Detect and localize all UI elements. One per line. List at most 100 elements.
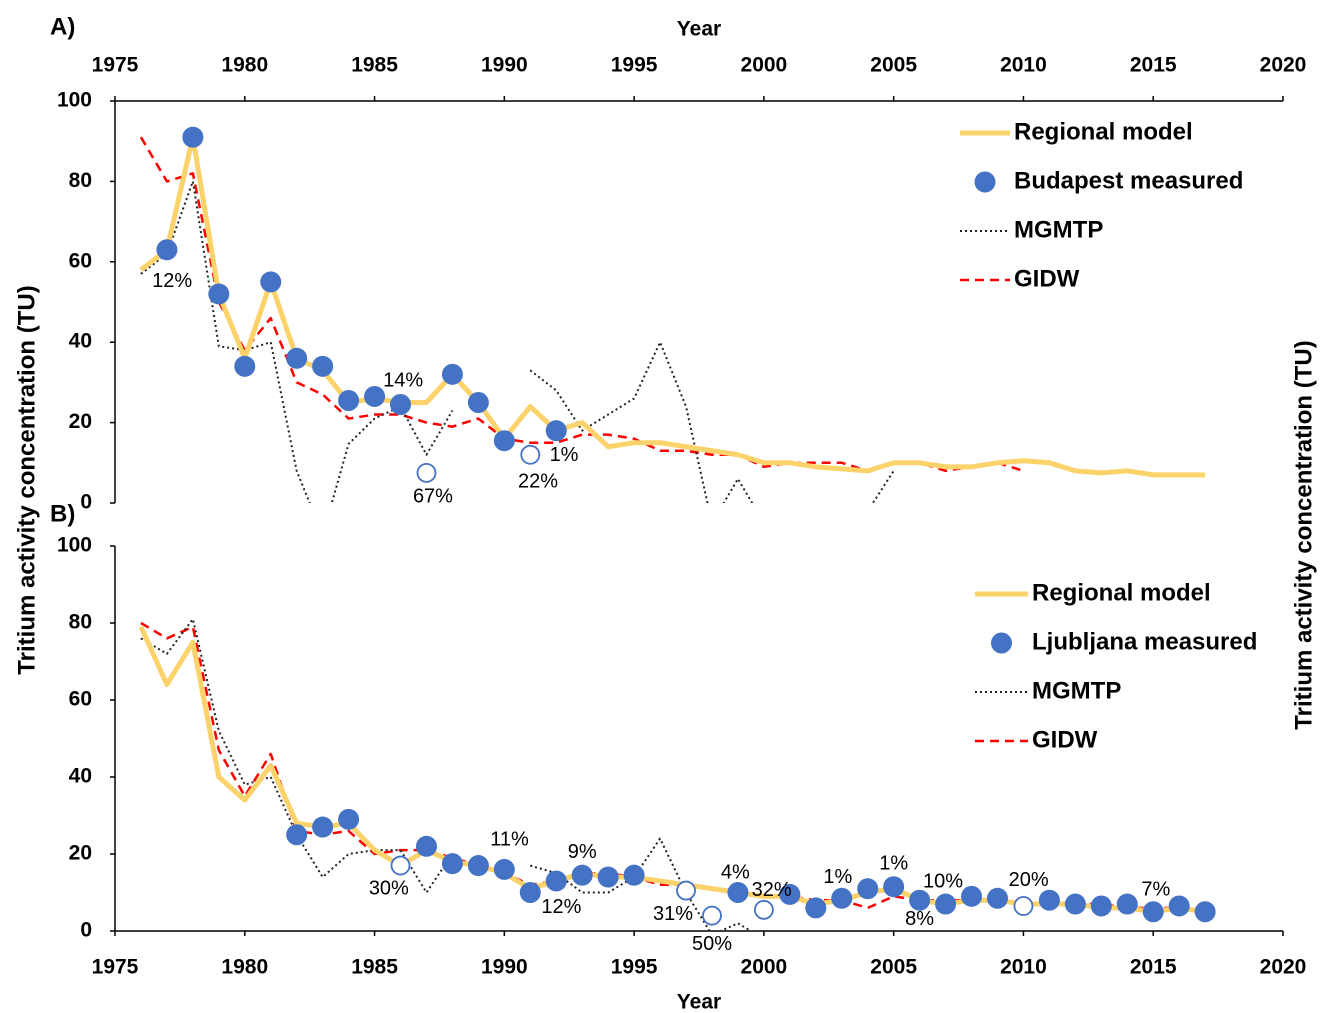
x-tick-label: 1975	[92, 54, 139, 77]
data-point	[493, 430, 515, 452]
data-point	[312, 816, 334, 838]
x-tick-label: 1975	[92, 956, 139, 979]
x-tick-label: 1985	[351, 956, 398, 979]
data-point	[831, 887, 853, 909]
x-tick-label: 1990	[481, 54, 528, 77]
x-tick-label: 1995	[611, 956, 658, 979]
plot-area	[139, 126, 1206, 503]
open-point	[676, 880, 696, 901]
data-point	[961, 885, 983, 907]
x-tick-label: 2020	[1260, 956, 1307, 979]
legend-label: GIDW	[1014, 265, 1080, 292]
y-axis-title: Tritium activity concentration (TU)	[1290, 340, 1317, 729]
x-tick-label: 1980	[221, 956, 268, 979]
x-axis-title: Year	[677, 18, 721, 41]
data-point	[493, 858, 515, 880]
annotation: 1%	[879, 852, 908, 874]
x-tick-label: 1990	[481, 956, 528, 979]
annotation: 22%	[518, 470, 558, 492]
y-tick-label: 60	[69, 249, 92, 272]
annotation: 4%	[721, 862, 750, 884]
data-point	[571, 864, 593, 886]
data-point	[986, 887, 1008, 909]
data-point	[623, 864, 645, 886]
x-tick-label: 2015	[1130, 54, 1177, 77]
x-tick-label: 2010	[1000, 54, 1047, 77]
data-point	[364, 385, 386, 407]
x-tick-label: 1985	[351, 54, 398, 77]
data-point	[1090, 895, 1112, 917]
y-tick-label: 100	[57, 89, 92, 112]
data-point	[467, 855, 489, 877]
annotation: 1%	[550, 444, 579, 466]
x-tick-label: 2015	[1130, 956, 1177, 979]
data-point	[909, 889, 931, 911]
data-point	[545, 420, 567, 442]
data-point	[286, 824, 308, 846]
annotation: 20%	[1009, 869, 1049, 891]
x-tick-label: 2010	[1000, 956, 1047, 979]
annotation: 67%	[413, 485, 453, 507]
annotation: 30%	[369, 877, 409, 899]
annotation: 8%	[905, 908, 934, 930]
data-point	[805, 897, 827, 919]
legend-label: Budapest measured	[1014, 167, 1243, 194]
annotation: 12%	[152, 270, 192, 292]
data-point	[260, 271, 282, 293]
data-point	[208, 283, 230, 305]
x-axis-title: Year	[677, 991, 721, 1013]
data-point	[1194, 901, 1216, 923]
data-point	[441, 363, 463, 385]
panel-label: A)	[50, 13, 75, 40]
y-tick-label: 0	[80, 491, 92, 514]
annotation: 11%	[490, 828, 529, 850]
annotation: 32%	[752, 879, 792, 901]
data-point	[415, 835, 437, 857]
data-point	[390, 394, 412, 416]
legend-label: MGMTP	[1032, 677, 1121, 704]
data-point	[338, 808, 360, 830]
x-tick-label: 2020	[1260, 54, 1307, 77]
data-point	[935, 893, 957, 915]
x-tick-label: 2005	[870, 956, 917, 979]
x-tick-label: 2000	[741, 54, 788, 77]
data-point	[312, 355, 334, 377]
data-point	[234, 355, 256, 377]
data-point	[467, 392, 489, 413]
y-tick-label: 0	[80, 919, 92, 942]
annotation: 1%	[823, 866, 852, 888]
data-point	[1116, 893, 1138, 915]
open-point	[520, 444, 541, 465]
annotation: 12%	[541, 896, 581, 918]
open-point	[390, 855, 411, 876]
annotation: 50%	[692, 933, 732, 955]
legend-label: Regional model	[1014, 118, 1193, 145]
data-point	[779, 883, 801, 905]
data-point	[1064, 893, 1086, 915]
data-point	[545, 870, 567, 892]
y-tick-label: 20	[69, 410, 92, 433]
data-point	[1038, 889, 1060, 911]
x-tick-label: 1995	[611, 54, 658, 77]
x-tick-label: 2000	[741, 956, 788, 979]
data-point	[597, 866, 619, 888]
data-point	[182, 126, 204, 148]
data-point	[1142, 901, 1164, 923]
y-tick-label: 40	[69, 765, 92, 788]
data-point	[1168, 895, 1190, 917]
data-point	[883, 876, 905, 898]
annotation: 7%	[1141, 878, 1170, 900]
annotation: 31%	[653, 903, 693, 925]
x-tick-label: 1980	[221, 54, 268, 77]
y-tick-label: 40	[69, 330, 92, 353]
y-tick-label: 80	[69, 611, 92, 634]
legend-marker	[991, 632, 1012, 654]
panel-label: B)	[50, 500, 75, 527]
data-point	[338, 389, 360, 411]
x-tick-label: 2005	[870, 54, 917, 77]
open-point	[416, 462, 437, 483]
y-tick-label: 60	[69, 688, 92, 711]
open-point	[1013, 896, 1034, 916]
data-point	[441, 853, 463, 875]
